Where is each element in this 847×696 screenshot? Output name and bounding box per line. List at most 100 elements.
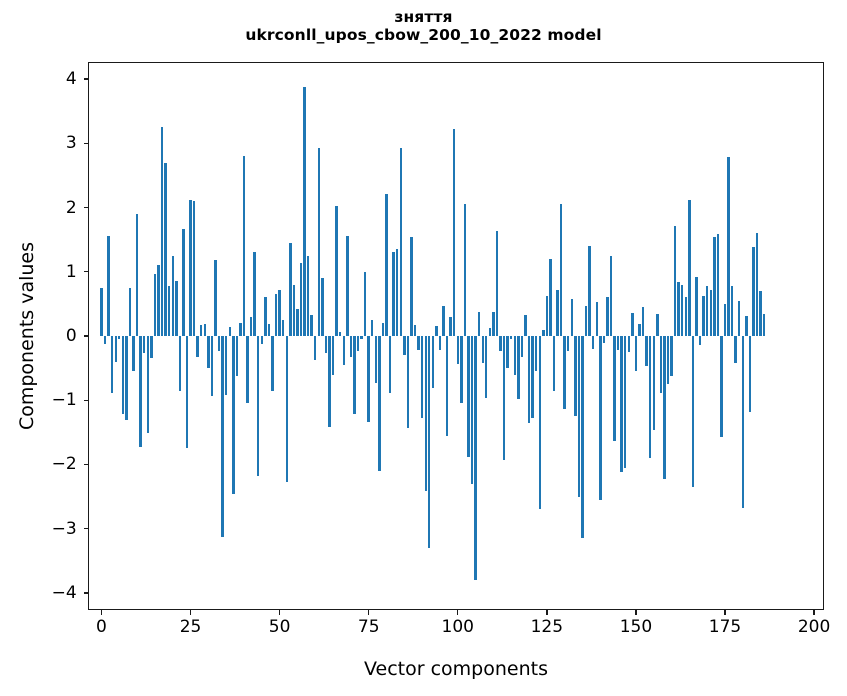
bar <box>203 324 206 336</box>
bar <box>666 336 670 384</box>
x-axis-tick <box>724 609 726 615</box>
bar <box>599 336 602 500</box>
bar <box>709 289 712 336</box>
bar <box>673 225 677 336</box>
bar <box>146 336 149 433</box>
bar <box>420 336 424 419</box>
bar <box>289 242 292 336</box>
bar <box>648 336 652 459</box>
x-axis-tick-label: 50 <box>268 617 291 637</box>
bar <box>588 246 591 336</box>
bar <box>477 312 481 336</box>
chart-title-line-1: зняття <box>394 8 453 26</box>
bar <box>246 336 249 403</box>
bar <box>641 307 645 336</box>
bar <box>349 336 353 357</box>
bar <box>499 336 502 351</box>
bar <box>217 336 221 352</box>
bar <box>616 336 620 351</box>
bar <box>118 336 121 340</box>
bar <box>545 296 549 336</box>
bar <box>506 336 509 369</box>
bar <box>338 332 342 336</box>
bar <box>317 147 321 336</box>
y-axis-tick-label: 1 <box>65 261 77 282</box>
bar <box>296 309 299 336</box>
bar <box>128 288 132 336</box>
bar <box>367 336 370 423</box>
bar <box>360 336 363 340</box>
bar <box>691 336 695 487</box>
bar <box>249 316 253 336</box>
bar <box>745 316 748 336</box>
bar <box>488 327 492 336</box>
y-axis-tick <box>83 592 89 594</box>
bar <box>453 129 456 336</box>
bar <box>167 285 171 336</box>
x-axis-tick-label: 75 <box>357 617 380 637</box>
bar <box>403 336 406 356</box>
plot-axes: 4 3 2 1 0 −1 −2 −3 −4 0 25 50 75 100 125 150 175 200 <box>52 62 830 637</box>
bar <box>713 237 716 336</box>
bar <box>442 306 445 336</box>
bar <box>257 336 260 477</box>
bar <box>175 280 178 336</box>
bar <box>730 285 734 336</box>
bar <box>100 288 103 336</box>
bar <box>260 336 264 345</box>
bar <box>474 336 477 581</box>
bar <box>125 336 128 420</box>
bar <box>292 284 296 336</box>
bar-series <box>89 63 823 609</box>
bar <box>303 87 306 336</box>
bar <box>620 336 623 473</box>
y-axis-tick <box>83 335 89 337</box>
y-axis-tick <box>83 528 89 530</box>
bar <box>232 336 235 495</box>
bar <box>107 235 110 336</box>
x-axis-tick-label: 125 <box>530 617 564 637</box>
bar <box>324 336 328 354</box>
bar <box>513 336 516 375</box>
bar <box>242 156 246 336</box>
x-axis-tick <box>457 609 459 615</box>
bar <box>524 315 527 336</box>
bar <box>274 294 278 336</box>
bar <box>310 315 313 336</box>
bar <box>431 336 435 389</box>
bar <box>695 276 698 336</box>
bar <box>182 229 185 336</box>
bar <box>581 336 584 539</box>
bar <box>670 336 673 376</box>
bar <box>595 301 598 336</box>
bar <box>738 300 741 336</box>
bar <box>406 336 410 428</box>
bar <box>492 311 495 336</box>
bar <box>378 336 381 471</box>
bar <box>335 206 338 336</box>
bar <box>698 336 702 345</box>
bar <box>456 336 459 365</box>
bar <box>591 336 595 349</box>
bar <box>463 204 467 336</box>
x-axis-tick-label: 100 <box>441 617 475 637</box>
bar <box>631 312 634 336</box>
bar <box>613 336 616 441</box>
bar <box>485 336 488 398</box>
x-axis-tick <box>813 609 815 615</box>
bar <box>135 213 139 336</box>
bar <box>171 256 174 336</box>
bar <box>207 336 210 369</box>
x-axis-tick <box>635 609 637 615</box>
bar <box>285 336 288 483</box>
bar <box>321 278 324 336</box>
bar <box>481 336 484 363</box>
bar <box>399 147 402 336</box>
bar <box>210 336 214 397</box>
y-axis-tick-label: 2 <box>65 197 77 218</box>
bar <box>150 336 153 358</box>
x-axis-tick <box>278 609 281 615</box>
y-axis-tick-label: −1 <box>51 390 77 411</box>
bar <box>185 336 189 449</box>
